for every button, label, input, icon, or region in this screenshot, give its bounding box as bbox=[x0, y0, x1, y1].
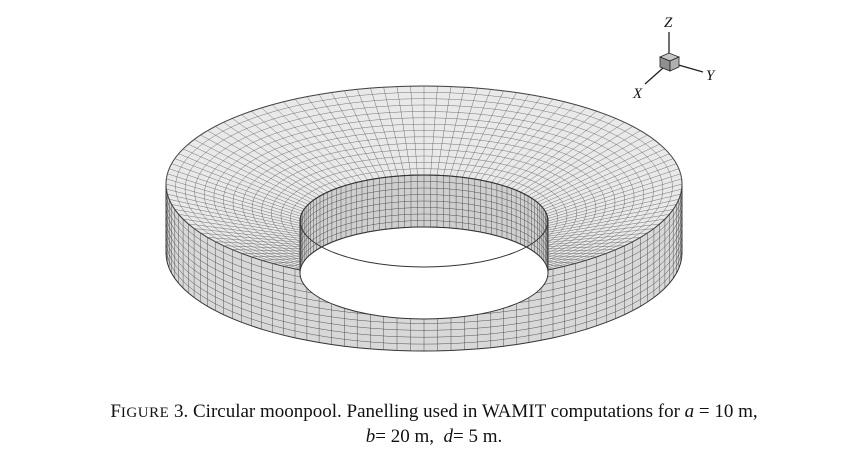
caption-var-d: d bbox=[443, 426, 454, 447]
caption-label-first: F bbox=[110, 401, 121, 422]
z-axis-label: Z bbox=[664, 15, 673, 31]
caption-label-rest: IGURE bbox=[120, 405, 170, 421]
figure-panel: Z Y X bbox=[165, 15, 716, 352]
x-axis-label: X bbox=[632, 86, 643, 102]
caption-val-a: = 10 m, bbox=[698, 401, 758, 422]
axis-triad: Z Y X bbox=[632, 15, 716, 102]
caption-var-b: b bbox=[365, 426, 376, 447]
caption-line-2: b= 20 m, d= 5 m. bbox=[0, 425, 868, 449]
moonpool-mesh-figure: Z Y X bbox=[165, 15, 716, 352]
caption-line-1: FIGURE 3. Circular moonpool. Panelling u… bbox=[0, 400, 868, 425]
caption-number: 3. bbox=[174, 401, 189, 422]
figure-caption: FIGURE 3. Circular moonpool. Panelling u… bbox=[0, 400, 868, 449]
y-axis-label: Y bbox=[706, 68, 716, 84]
caption-text: Circular moonpool. Panelling used in WAM… bbox=[193, 401, 680, 422]
caption-var-a: a bbox=[684, 401, 695, 422]
caption-val-d: = 5 m. bbox=[453, 426, 503, 447]
inner-wall-mesh bbox=[299, 174, 549, 320]
caption-val-b: = 20 m, bbox=[375, 426, 434, 447]
